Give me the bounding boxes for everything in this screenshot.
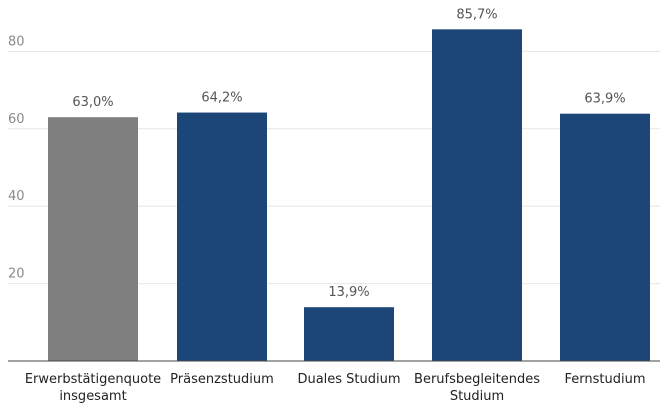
x-category-label: Berufsbegleitendes Studium bbox=[414, 372, 540, 404]
value-label: 63,9% bbox=[584, 92, 625, 107]
bar bbox=[48, 117, 138, 361]
value-label: 85,7% bbox=[456, 7, 497, 22]
y-tick-label: 40 bbox=[8, 189, 25, 204]
y-tick-label: 80 bbox=[8, 34, 25, 49]
bar bbox=[432, 29, 522, 361]
x-category-label: Fernstudium bbox=[565, 372, 646, 387]
value-label: 13,9% bbox=[328, 285, 369, 300]
value-labels: 63,0% 64,2% 13,9% 85,7% 63,9% bbox=[72, 7, 625, 300]
bar bbox=[560, 113, 650, 361]
x-category-label: Präsenzstudium bbox=[170, 372, 274, 387]
bar bbox=[304, 307, 394, 361]
y-tick-label: 20 bbox=[8, 267, 25, 282]
x-category-label: Duales Studium bbox=[297, 372, 400, 387]
y-axis-ticks: 20 40 60 80 bbox=[8, 34, 25, 281]
y-tick-label: 60 bbox=[8, 112, 25, 127]
bar bbox=[177, 112, 267, 362]
bars bbox=[48, 29, 650, 362]
value-label: 63,0% bbox=[72, 95, 113, 110]
x-category-label: Erwerbstätigenquote insgesamt bbox=[25, 372, 161, 404]
value-label: 64,2% bbox=[201, 91, 242, 106]
x-axis-labels: Erwerbstätigenquote insgesamt Präsenzstudi… bbox=[25, 372, 646, 404]
